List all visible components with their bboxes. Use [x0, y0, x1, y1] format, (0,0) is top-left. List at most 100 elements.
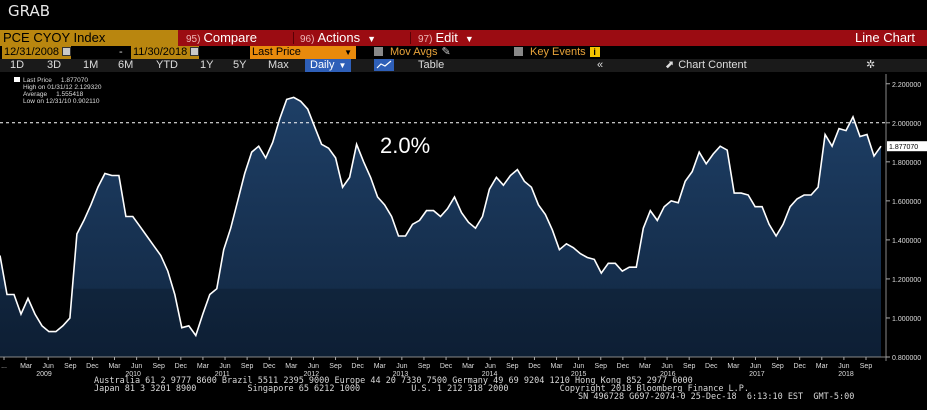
- x-year-label: 2017: [749, 371, 765, 378]
- tab-1m[interactable]: 1M: [83, 59, 99, 71]
- x-tick-label: Dec: [86, 363, 99, 370]
- chevron-down-icon: ▼: [344, 48, 352, 57]
- x-tick-label: Jun: [485, 363, 496, 370]
- tab-3d[interactable]: 3D: [47, 59, 62, 71]
- chart-icon: ⬈: [665, 59, 675, 71]
- legend-high: High on 01/31/12 2.129320: [23, 84, 102, 91]
- x-year-label: 2011: [215, 371, 230, 378]
- x-tick-label: Mar: [551, 363, 564, 370]
- x-tick-label: Jun: [131, 363, 142, 370]
- x-year-label: 2014: [482, 371, 498, 378]
- y-tick-label: 1.800000: [892, 160, 921, 167]
- line-chart-icon[interactable]: [374, 59, 394, 71]
- tab-1y[interactable]: 1Y: [200, 59, 214, 71]
- y-tick-label: 1.600000: [892, 199, 921, 206]
- x-tick-label: Sep: [418, 363, 431, 370]
- x-tick-label: Jun: [396, 363, 407, 370]
- x-tick-label: Jun: [573, 363, 584, 370]
- x-year-label: 2015: [571, 371, 587, 378]
- x-year-label: 2013: [393, 371, 409, 378]
- x-tick-label: Mar: [639, 363, 652, 370]
- info-icon: i: [589, 47, 600, 57]
- x-tick-label: Mar: [285, 363, 298, 370]
- footer-line-2: Japan 81 3 3201 8900 Singapore 65 6212 1…: [94, 384, 750, 394]
- x-tick-label: Sep: [329, 363, 342, 370]
- frequency-select[interactable]: Daily ▼: [305, 59, 352, 72]
- footer-contacts: Australia 61 2 9777 8600 Brazil 5511 239…: [0, 376, 927, 410]
- chart-legend: Last Price 1.877070 High on 01/31/12 2.12…: [14, 77, 101, 105]
- actions-menu[interactable]: 96) Actions ▼: [300, 30, 377, 45]
- x-tick-label: Dec: [175, 363, 188, 370]
- x-tick-label: Dec: [705, 363, 718, 370]
- x-tick-label: Mar: [20, 363, 33, 370]
- x-tick-label: Dec: [351, 363, 364, 370]
- x-tick-label: Dec: [617, 363, 630, 370]
- price-field-select[interactable]: Last Price ▼: [250, 46, 356, 59]
- tab-1d[interactable]: 1D: [10, 59, 25, 71]
- end-date-field[interactable]: 11/30/2018: [131, 46, 200, 59]
- mov-avgs-toggle[interactable]: Mov Avgs ✎: [372, 46, 451, 59]
- y-tick-label: 2.000000: [892, 121, 921, 128]
- x-tick-label: Sep: [595, 363, 608, 370]
- key-events-toggle[interactable]: Key Events i: [512, 46, 600, 59]
- x-tick-label: Sep: [860, 363, 873, 370]
- chart-content-button[interactable]: ⬈ Chart Content: [665, 59, 747, 71]
- checkbox-icon: [514, 47, 523, 56]
- chevron-down-icon: ▼: [464, 34, 474, 44]
- start-date-field[interactable]: 12/31/2008: [2, 46, 72, 59]
- tab-6m[interactable]: 6M: [118, 59, 134, 71]
- x-tick-label: Sep: [771, 363, 784, 370]
- line-chart: 2.0% 0.800000 1.000000 1.200000 1.400000 1.60…: [0, 74, 927, 378]
- x-tick-label: Dec: [440, 363, 453, 370]
- x-tick-label: Jun: [661, 363, 672, 370]
- x-tick-label: Jun: [308, 363, 319, 370]
- settings-gear-icon[interactable]: ✲: [866, 59, 876, 71]
- tab-5y[interactable]: 5Y: [233, 59, 247, 71]
- pencil-icon: ✎: [441, 46, 451, 58]
- chevron-down-icon: ▼: [338, 61, 347, 70]
- x-year-label: 2009: [36, 371, 52, 378]
- x-year-label: 2016: [660, 371, 676, 378]
- collapse-icon[interactable]: «: [597, 59, 604, 71]
- legend-last: Last Price 1.877070: [14, 77, 101, 84]
- x-tick-label: Sep: [152, 363, 165, 370]
- last-price-marker: [887, 141, 927, 152]
- chevron-down-icon: ▼: [367, 34, 377, 44]
- y-tick-label: 2.200000: [892, 82, 921, 89]
- x-tick-label: Dec: [528, 363, 541, 370]
- footer-line-3: SN 496728 G697-2074-0 25-Dec-18 6:13:10 …: [578, 392, 855, 402]
- x-tick-label: Dec: [793, 363, 806, 370]
- tab-max[interactable]: Max: [268, 59, 289, 71]
- period-tabs: 1D 3D 1M 6M YTD 1Y 5Y Max Daily ▼ Table «…: [0, 59, 927, 72]
- x-tick-label: Mar: [108, 363, 121, 370]
- ticker-field[interactable]: PCE CYOY Index: [0, 30, 178, 46]
- legend-average: Average 1.555418: [23, 91, 84, 98]
- x-tick-label: Sep: [241, 363, 254, 370]
- calendar-icon[interactable]: [62, 47, 72, 56]
- date-range-bar: 12/31/2008 - 11/30/2018 Last Price ▼ Mov …: [0, 46, 927, 59]
- edit-menu[interactable]: 97) Edit ▼: [418, 30, 474, 45]
- range-dash: -: [119, 46, 123, 58]
- y-tick-label: 1.200000: [892, 277, 921, 284]
- x-tick-label: Sep: [683, 363, 696, 370]
- x-tick-label: Mar: [462, 363, 475, 370]
- lower-band: [0, 288, 886, 357]
- annotation-2pct: 2.0%: [380, 133, 430, 158]
- calendar-icon[interactable]: [190, 47, 200, 56]
- table-button[interactable]: Table: [418, 59, 445, 71]
- x-year-label: 2012: [304, 371, 320, 378]
- x-tick-label: Mar: [727, 363, 740, 370]
- tab-ytd[interactable]: YTD: [156, 59, 178, 71]
- compare-menu[interactable]: 95) Compare: [186, 30, 257, 45]
- x-tick-label: Jun: [43, 363, 54, 370]
- window-title: GRAB: [8, 2, 50, 20]
- x-tick-label: Jun: [750, 363, 761, 370]
- checkbox-icon: [374, 47, 383, 56]
- x-tick-label: Mar: [816, 363, 829, 370]
- chart-type-label: Line Chart: [855, 30, 915, 45]
- x-tick-label: Mar: [374, 363, 387, 370]
- x-year-label: 2018: [838, 371, 854, 378]
- x-tick-label: Sep: [64, 363, 77, 370]
- y-tick-label: 0.800000: [892, 355, 921, 362]
- footer-line-1: Australia 61 2 9777 8600 Brazil 5511 239…: [94, 376, 693, 386]
